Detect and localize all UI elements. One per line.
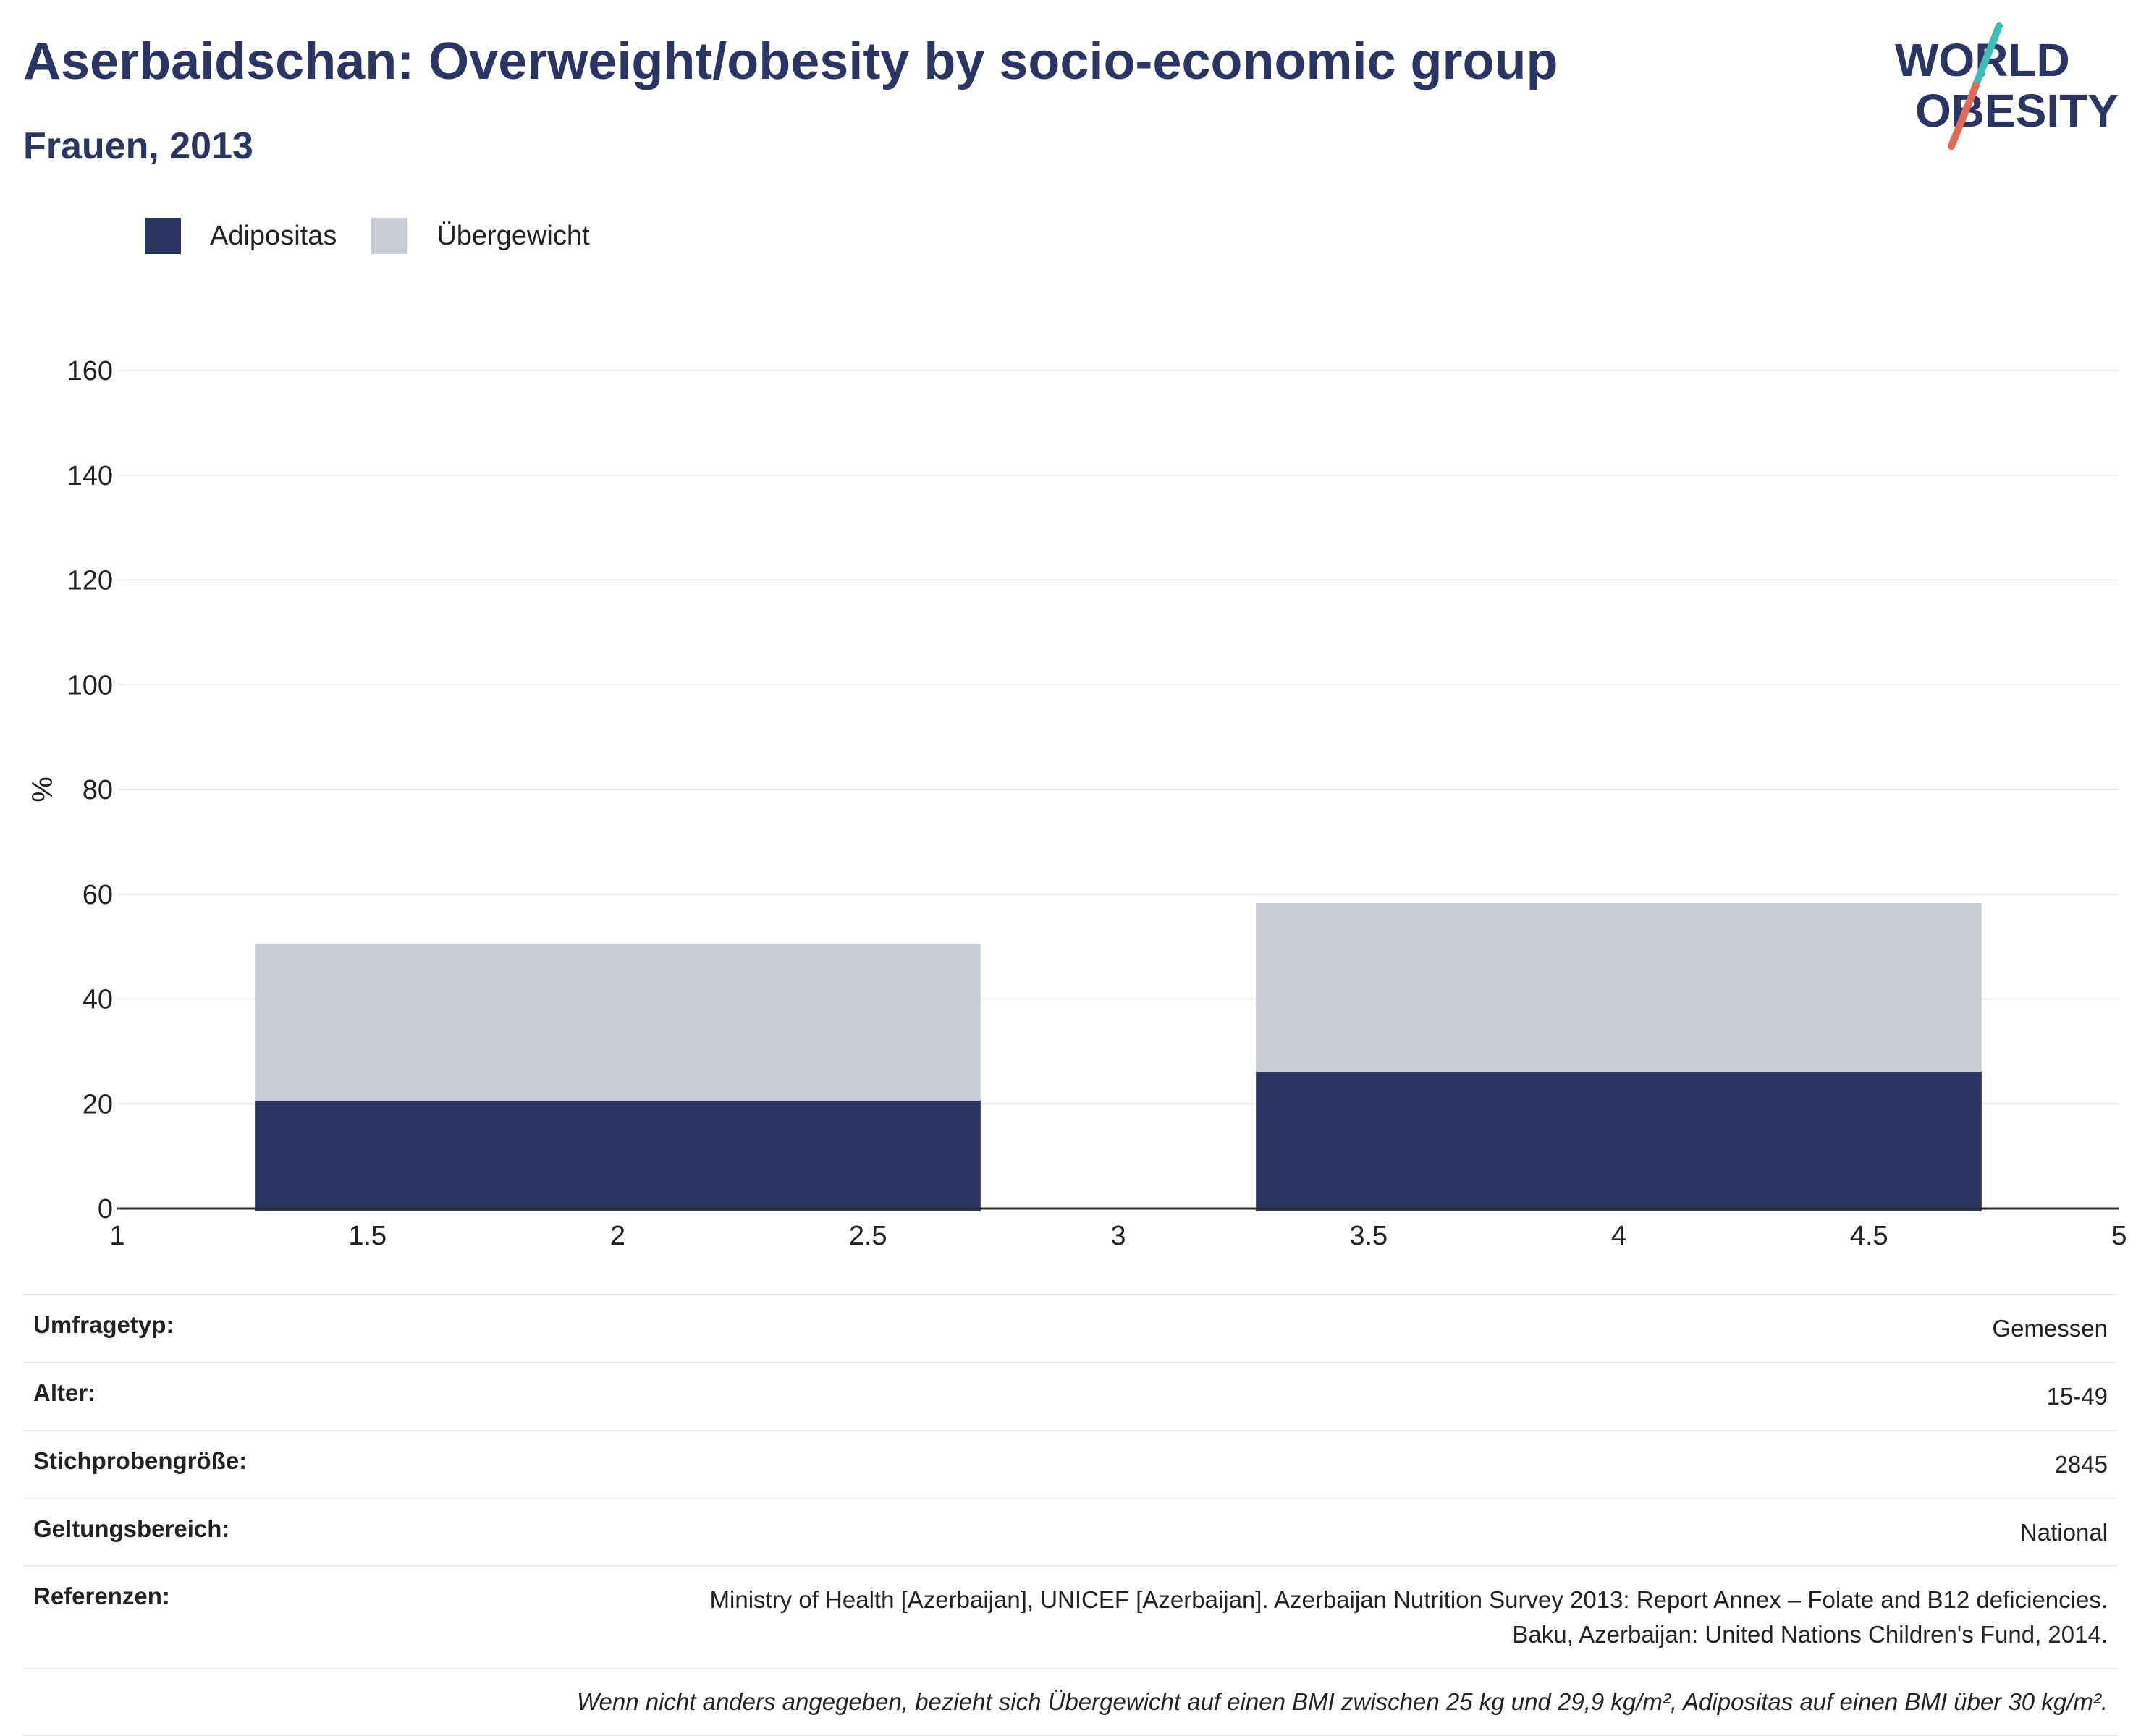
info-table: Umfragetyp: Gemessen Alter: 15-49 Stichp… xyxy=(23,1294,2118,1736)
y-axis-label: % xyxy=(27,776,59,803)
y-tick-label: 40 xyxy=(83,985,113,1015)
stacked-bar-chart: 0 20 40 60 80 100 120 140 160% 1 1.5 2 2.5 3 3.5 4 4.5 5 xyxy=(27,356,2127,1245)
info-value: Gemessen xyxy=(1992,1315,2108,1342)
page-subtitle: Frauen, 2013 xyxy=(23,125,253,167)
info-value: 15-49 xyxy=(2046,1382,2108,1410)
x-tick-label: 2.5 xyxy=(849,1221,887,1245)
footnote-text: Wenn nicht anders angegeben, bezieht sic… xyxy=(576,1688,2108,1716)
legend-label-adipositas: Adipositas xyxy=(210,220,337,251)
x-tick-label: 5 xyxy=(2111,1221,2127,1245)
info-label: Geltungsbereich: xyxy=(33,1515,230,1542)
info-row-scope: Geltungsbereich: National xyxy=(23,1499,2118,1567)
info-label: Alter: xyxy=(33,1379,96,1406)
logo-slash-top xyxy=(1971,22,2003,92)
y-tick-label: 0 xyxy=(98,1194,113,1224)
legend-swatch-adipositas xyxy=(145,218,181,254)
y-tick-label: 160 xyxy=(67,356,113,386)
bar-adipositas xyxy=(255,1100,981,1211)
chart-legend: Adipositas Übergewicht xyxy=(145,214,625,258)
y-tick-label: 100 xyxy=(67,670,113,700)
info-value: National xyxy=(2019,1518,2108,1546)
y-tick-label: 20 xyxy=(83,1089,113,1119)
legend-label-uebergewicht: Übergewicht xyxy=(436,220,590,251)
x-tick-label: 4.5 xyxy=(1850,1221,1888,1245)
y-tick-label: 80 xyxy=(83,775,113,805)
y-tick-label: 140 xyxy=(67,461,113,491)
x-tick-label: 3.5 xyxy=(1349,1221,1388,1245)
logo-slash-bottom xyxy=(1948,82,1980,150)
y-tick-label: 120 xyxy=(67,566,113,596)
legend-swatch-uebergewicht xyxy=(371,218,408,254)
info-value-references: Ministry of Health [Azerbaijan], UNICEF … xyxy=(710,1583,2108,1652)
logo-line-2: OBESITY xyxy=(1915,85,2119,137)
info-value: 2845 xyxy=(2054,1450,2108,1478)
x-tick-label: 3 xyxy=(1110,1221,1126,1245)
page-title: Aserbaidschan: Overweight/obesity by soc… xyxy=(23,33,1558,90)
references-line-1: Ministry of Health [Azerbaijan], UNICEF … xyxy=(709,1586,2108,1614)
references-line-2: Baku, Azerbaijan: United Nations Childre… xyxy=(1512,1621,2108,1648)
info-row-sample-size: Stichprobengröße: 2845 xyxy=(23,1431,2118,1499)
x-tick-label: 2 xyxy=(610,1221,625,1245)
info-label: Stichprobengröße: xyxy=(33,1447,248,1474)
info-footnote: Wenn nicht anders angegeben, bezieht sic… xyxy=(23,1669,2118,1736)
info-label: Umfragetyp: xyxy=(33,1311,174,1338)
info-label: Referenzen: xyxy=(33,1583,170,1610)
x-tick-label: 4 xyxy=(1611,1221,1626,1245)
bar-uebergewicht xyxy=(255,943,981,1101)
x-tick-label: 1.5 xyxy=(348,1221,387,1245)
world-obesity-logo: WORLD OBESITY xyxy=(1895,22,2119,150)
info-row-survey-type: Umfragetyp: Gemessen xyxy=(23,1295,2118,1363)
y-tick-label: 60 xyxy=(83,880,113,910)
legend-item-uebergewicht[interactable]: Übergewicht xyxy=(371,218,590,254)
legend-item-adipositas[interactable]: Adipositas xyxy=(145,218,337,254)
bar-adipositas xyxy=(1256,1072,1982,1211)
bar-uebergewicht xyxy=(1256,903,1982,1072)
x-tick-label: 1 xyxy=(109,1221,124,1245)
info-row-age: Alter: 15-49 xyxy=(23,1363,2118,1431)
info-row-references: Referenzen: Ministry of Health [Azerbaij… xyxy=(23,1567,2118,1670)
